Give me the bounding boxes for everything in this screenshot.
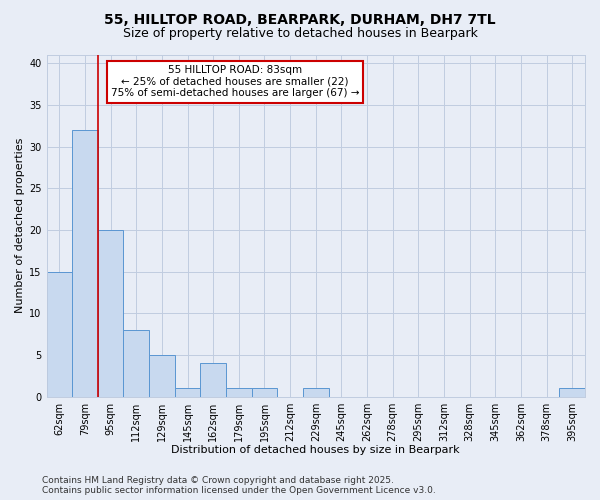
Bar [226, 388, 251, 396]
Bar [200, 364, 226, 396]
Bar [559, 388, 585, 396]
Y-axis label: Number of detached properties: Number of detached properties [15, 138, 25, 314]
Text: 55, HILLTOP ROAD, BEARPARK, DURHAM, DH7 7TL: 55, HILLTOP ROAD, BEARPARK, DURHAM, DH7 … [104, 12, 496, 26]
Bar [72, 130, 98, 396]
Bar [251, 388, 277, 396]
Bar [149, 355, 175, 397]
Bar [47, 272, 72, 396]
Bar [124, 330, 149, 396]
Bar [303, 388, 329, 396]
Text: Size of property relative to detached houses in Bearpark: Size of property relative to detached ho… [122, 28, 478, 40]
Bar [98, 230, 124, 396]
Bar [175, 388, 200, 396]
X-axis label: Distribution of detached houses by size in Bearpark: Distribution of detached houses by size … [172, 445, 460, 455]
Text: Contains HM Land Registry data © Crown copyright and database right 2025.
Contai: Contains HM Land Registry data © Crown c… [42, 476, 436, 495]
Text: 55 HILLTOP ROAD: 83sqm
← 25% of detached houses are smaller (22)
75% of semi-det: 55 HILLTOP ROAD: 83sqm ← 25% of detached… [111, 65, 359, 98]
